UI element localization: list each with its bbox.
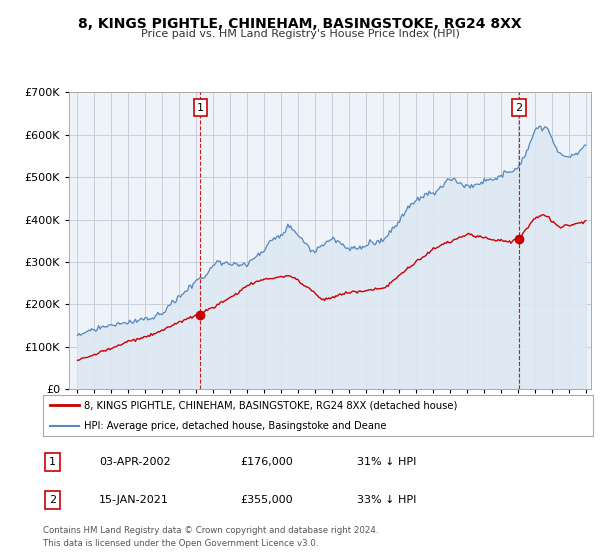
Text: Price paid vs. HM Land Registry's House Price Index (HPI): Price paid vs. HM Land Registry's House …: [140, 29, 460, 39]
Text: 15-JAN-2021: 15-JAN-2021: [99, 495, 169, 505]
Text: £355,000: £355,000: [240, 495, 293, 505]
Text: 33% ↓ HPI: 33% ↓ HPI: [357, 495, 416, 505]
Text: 03-APR-2002: 03-APR-2002: [99, 457, 170, 467]
Text: Contains HM Land Registry data © Crown copyright and database right 2024.: Contains HM Land Registry data © Crown c…: [43, 526, 379, 535]
Text: HPI: Average price, detached house, Basingstoke and Deane: HPI: Average price, detached house, Basi…: [85, 421, 387, 431]
Text: 31% ↓ HPI: 31% ↓ HPI: [357, 457, 416, 467]
Text: 2: 2: [49, 495, 56, 505]
Text: £176,000: £176,000: [240, 457, 293, 467]
Text: 2: 2: [515, 103, 523, 113]
Text: 8, KINGS PIGHTLE, CHINEHAM, BASINGSTOKE, RG24 8XX: 8, KINGS PIGHTLE, CHINEHAM, BASINGSTOKE,…: [78, 17, 522, 31]
Text: 1: 1: [197, 103, 204, 113]
Text: 1: 1: [49, 457, 56, 467]
Text: 8, KINGS PIGHTLE, CHINEHAM, BASINGSTOKE, RG24 8XX (detached house): 8, KINGS PIGHTLE, CHINEHAM, BASINGSTOKE,…: [85, 400, 458, 410]
Text: This data is licensed under the Open Government Licence v3.0.: This data is licensed under the Open Gov…: [43, 539, 319, 548]
